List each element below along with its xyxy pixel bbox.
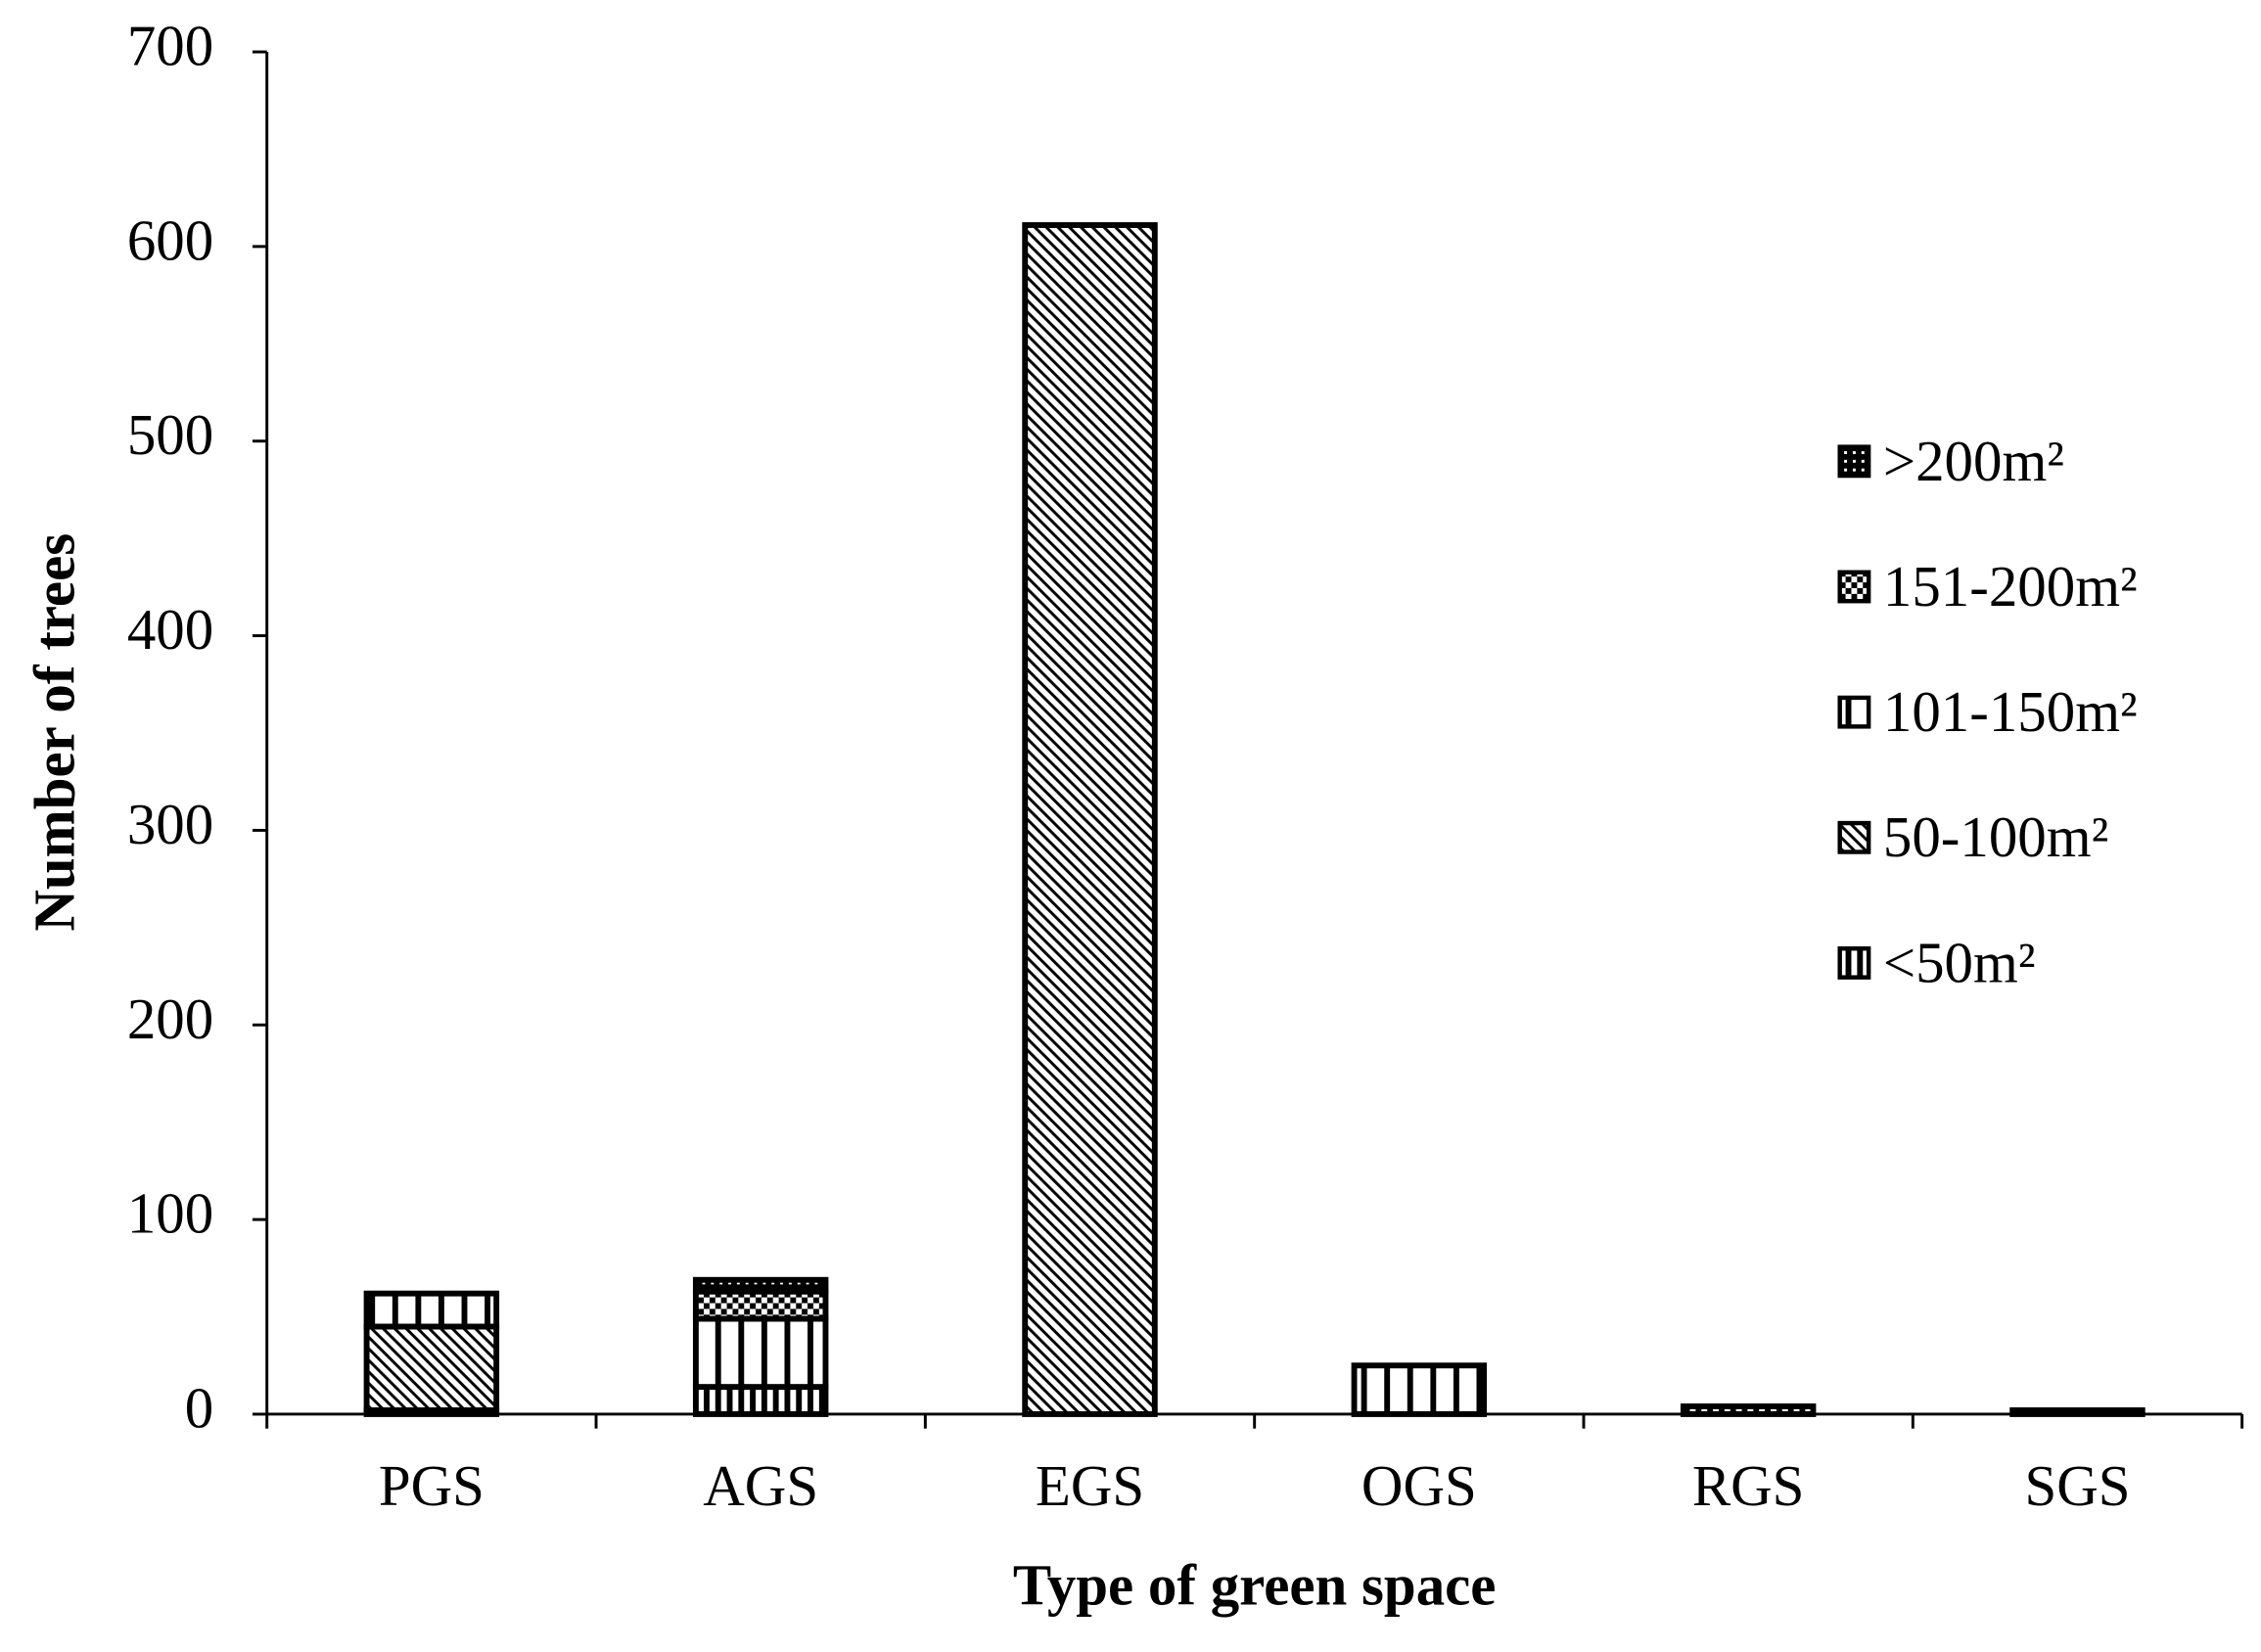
legend-label: 50-100m² xyxy=(1883,805,2108,869)
x-tick-label: AGS xyxy=(703,1454,818,1518)
legend-swatch xyxy=(1837,945,1871,980)
y-tick-label: 500 xyxy=(127,403,213,467)
legend-swatch xyxy=(1837,570,1871,604)
x-axis-title: Type of green space xyxy=(1013,1554,1497,1618)
y-tick-label: 0 xyxy=(185,1376,213,1440)
bar-segment xyxy=(692,1276,829,1295)
bar-segment xyxy=(692,1315,829,1391)
legend-label: >200m² xyxy=(1883,430,2064,493)
bar-segment xyxy=(1680,1403,1817,1417)
y-tick-label: 300 xyxy=(127,793,213,856)
y-tick-label: 100 xyxy=(127,1182,213,1246)
bar-segment xyxy=(1351,1362,1488,1417)
x-tick-label: RGS xyxy=(1692,1454,1805,1518)
y-tick-label: 600 xyxy=(127,208,213,272)
legend-label: <50m² xyxy=(1883,931,2036,994)
legend-label: 101-150m² xyxy=(1883,680,2138,744)
y-axis-title: Number of trees xyxy=(23,533,87,932)
legend-label: 151-200m² xyxy=(1883,555,2138,619)
bar-segment xyxy=(363,1290,500,1330)
x-tick-label: PGS xyxy=(379,1454,484,1518)
x-tick-label: EGS xyxy=(1036,1454,1144,1518)
legend-swatch xyxy=(1837,820,1871,854)
x-tick-label: SGS xyxy=(2024,1454,2130,1518)
bar-segment xyxy=(692,1288,829,1322)
x-tick-label: OGS xyxy=(1361,1454,1477,1518)
bar-segment xyxy=(2009,1407,2146,1417)
bar-segment xyxy=(1022,222,1158,1417)
y-tick-label: 700 xyxy=(127,15,213,78)
legend-swatch xyxy=(1837,444,1871,479)
bar-segment xyxy=(692,1384,829,1417)
y-tick-label: 400 xyxy=(127,598,213,662)
bar-segment xyxy=(363,1323,500,1413)
y-tick-label: 200 xyxy=(127,987,213,1051)
legend-swatch xyxy=(1837,695,1871,729)
